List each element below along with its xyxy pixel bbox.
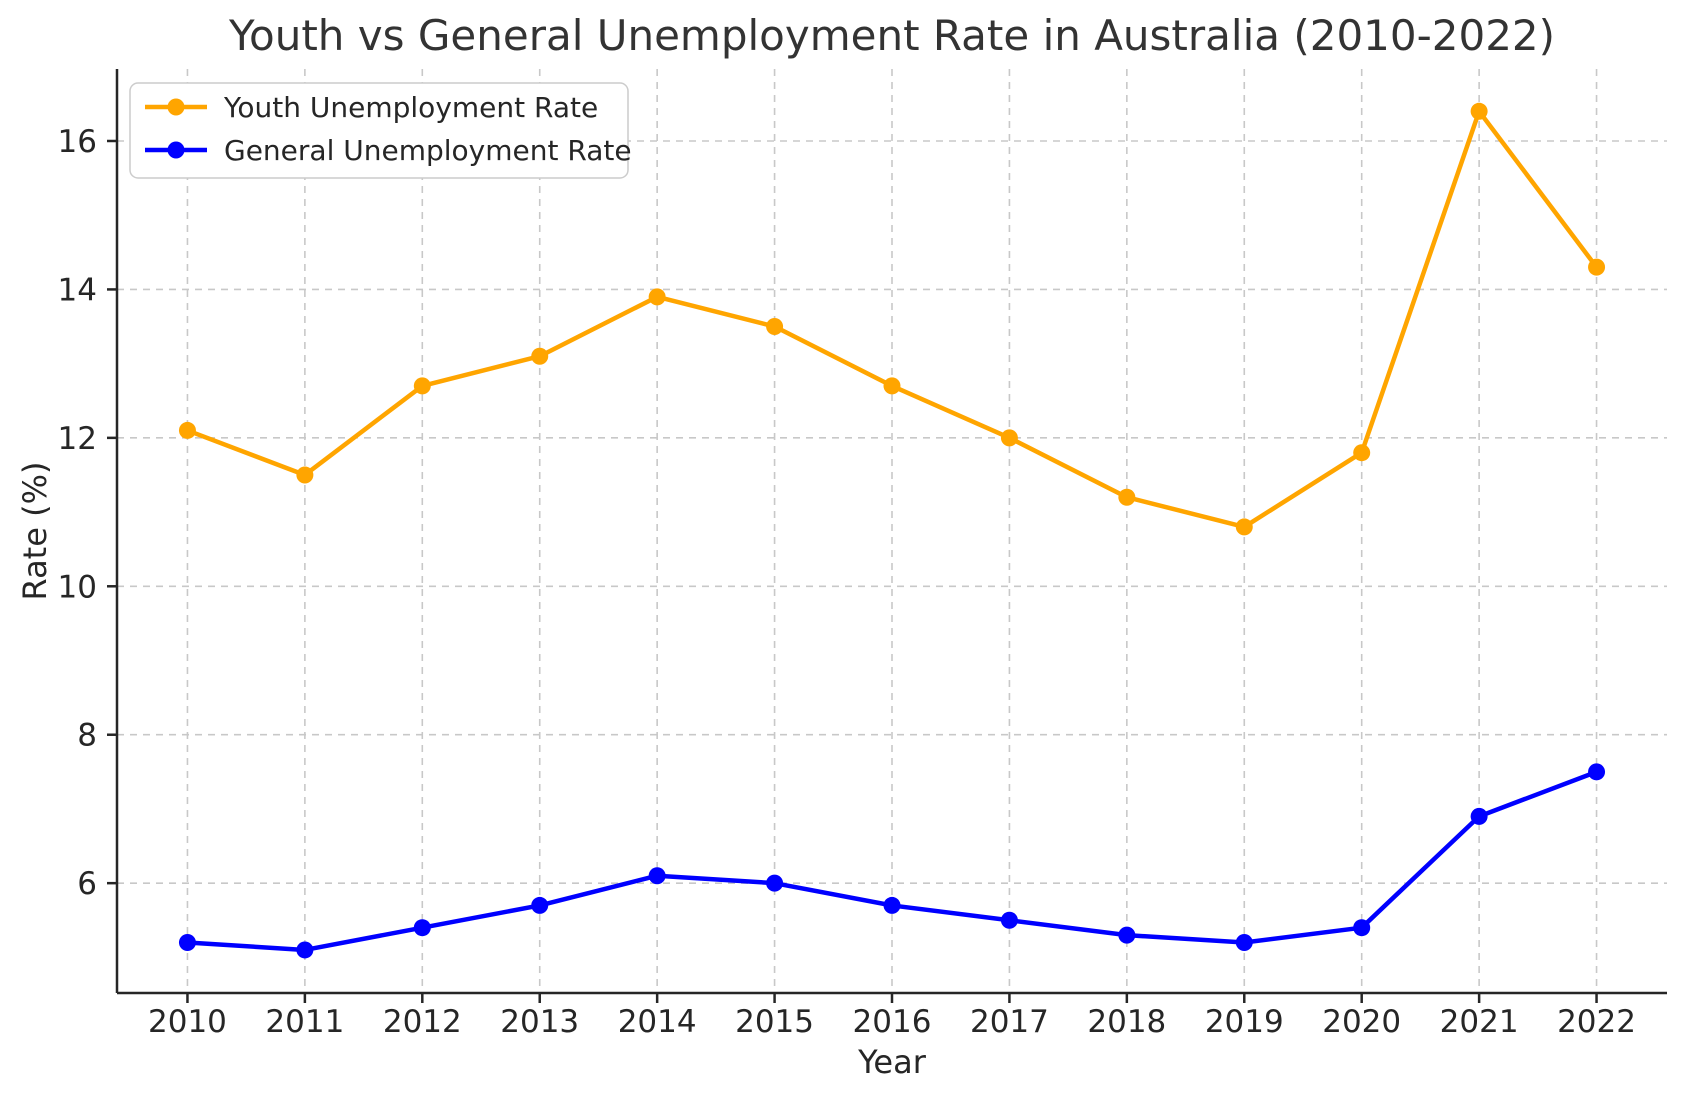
general-point-2011 xyxy=(296,941,314,959)
x-tick-label-2010: 2010 xyxy=(148,1004,227,1040)
youth-point-2013 xyxy=(531,347,549,365)
general-point-2017 xyxy=(1000,911,1018,929)
youth-point-2021 xyxy=(1470,102,1488,120)
y-axis-label: Rate (%) xyxy=(16,462,54,601)
legend-entry-youth: Youth Unemployment Rate xyxy=(145,91,598,124)
x-tick-label-2016: 2016 xyxy=(853,1004,932,1040)
youth-point-2012 xyxy=(413,377,431,395)
x-tick-label-2012: 2012 xyxy=(383,1004,462,1040)
youth-point-2010 xyxy=(178,421,196,439)
general-point-2022 xyxy=(1588,763,1606,781)
youth-point-2014 xyxy=(648,288,666,306)
y-tick-label-12: 12 xyxy=(58,421,97,457)
general-point-2012 xyxy=(413,919,431,937)
x-tick-label-2015: 2015 xyxy=(735,1004,814,1040)
x-tick-label-2017: 2017 xyxy=(970,1004,1049,1040)
y-tick-label-6: 6 xyxy=(77,866,97,902)
gridlines-layer xyxy=(117,69,1667,993)
youth-point-2015 xyxy=(766,318,784,336)
legend-label-general: General Unemployment Rate xyxy=(224,134,632,167)
chart-title: Youth vs General Unemployment Rate in Au… xyxy=(228,11,1555,60)
youth-point-2018 xyxy=(1118,488,1136,506)
youth-point-2020 xyxy=(1353,444,1371,462)
general-point-2010 xyxy=(178,934,196,952)
youth-point-2017 xyxy=(1000,429,1018,447)
x-tick-label-2018: 2018 xyxy=(1087,1004,1166,1040)
youth-point-2011 xyxy=(296,466,314,484)
x-tick-label-2011: 2011 xyxy=(265,1004,344,1040)
general-point-2020 xyxy=(1353,919,1371,937)
legend-marker-youth-icon xyxy=(167,98,185,116)
axes-layer: 2010 2011 2012 2013 2014 2015 2016 2017 2018 2019… xyxy=(58,69,1667,1040)
general-point-2016 xyxy=(883,896,901,914)
x-axis-label: Year xyxy=(857,1043,927,1081)
youth-point-2019 xyxy=(1235,518,1253,536)
legend-entry-general: General Unemployment Rate xyxy=(145,134,632,167)
x-tick-label-2021: 2021 xyxy=(1440,1004,1519,1040)
general-point-2014 xyxy=(648,867,666,885)
x-tick-label-2019: 2019 xyxy=(1205,1004,1284,1040)
general-point-2019 xyxy=(1235,934,1253,952)
general-point-2013 xyxy=(531,896,549,914)
y-tick-label-14: 14 xyxy=(58,272,97,308)
y-tick-label-10: 10 xyxy=(58,569,97,605)
general-point-2015 xyxy=(766,874,784,892)
legend: Youth Unemployment Rate General Unemploy… xyxy=(129,82,632,179)
y-tick-label-8: 8 xyxy=(77,718,97,754)
series-layer xyxy=(178,102,1606,959)
legend-box xyxy=(129,82,629,179)
y-tick-label-16: 16 xyxy=(58,124,97,160)
x-tick-label-2014: 2014 xyxy=(618,1004,697,1040)
legend-label-youth: Youth Unemployment Rate xyxy=(223,91,598,124)
youth-point-2022 xyxy=(1588,258,1606,276)
youth-point-2016 xyxy=(883,377,901,395)
x-tick-label-2020: 2020 xyxy=(1322,1004,1401,1040)
legend-marker-general-icon xyxy=(167,141,185,159)
x-tick-label-2022: 2022 xyxy=(1557,1004,1636,1040)
general-point-2018 xyxy=(1118,926,1136,944)
x-tick-label-2013: 2013 xyxy=(500,1004,579,1040)
general-point-2021 xyxy=(1470,807,1488,825)
